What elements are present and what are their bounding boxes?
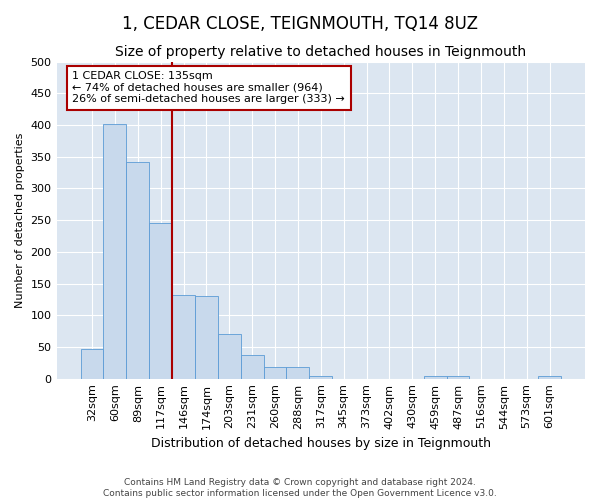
Bar: [538, 376, 561, 378]
Title: Size of property relative to detached houses in Teignmouth: Size of property relative to detached ho…: [115, 45, 526, 59]
Bar: [218, 334, 241, 378]
Bar: [446, 376, 469, 378]
Bar: [127, 162, 149, 378]
Y-axis label: Number of detached properties: Number of detached properties: [15, 132, 25, 308]
Bar: [172, 295, 195, 378]
Bar: [310, 376, 332, 378]
Text: Contains HM Land Registry data © Crown copyright and database right 2024.
Contai: Contains HM Land Registry data © Crown c…: [103, 478, 497, 498]
Bar: [149, 222, 172, 378]
Bar: [424, 376, 446, 378]
Bar: [241, 355, 263, 378]
Bar: [80, 349, 103, 378]
Bar: [263, 368, 286, 378]
Text: 1, CEDAR CLOSE, TEIGNMOUTH, TQ14 8UZ: 1, CEDAR CLOSE, TEIGNMOUTH, TQ14 8UZ: [122, 15, 478, 33]
Bar: [195, 296, 218, 378]
Bar: [103, 124, 127, 378]
Text: 1 CEDAR CLOSE: 135sqm
← 74% of detached houses are smaller (964)
26% of semi-det: 1 CEDAR CLOSE: 135sqm ← 74% of detached …: [73, 71, 345, 104]
Bar: [286, 368, 310, 378]
X-axis label: Distribution of detached houses by size in Teignmouth: Distribution of detached houses by size …: [151, 437, 491, 450]
